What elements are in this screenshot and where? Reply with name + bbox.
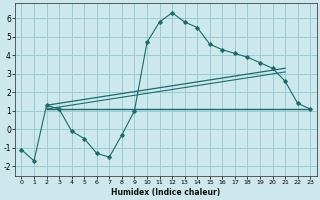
X-axis label: Humidex (Indice chaleur): Humidex (Indice chaleur) [111,188,220,197]
